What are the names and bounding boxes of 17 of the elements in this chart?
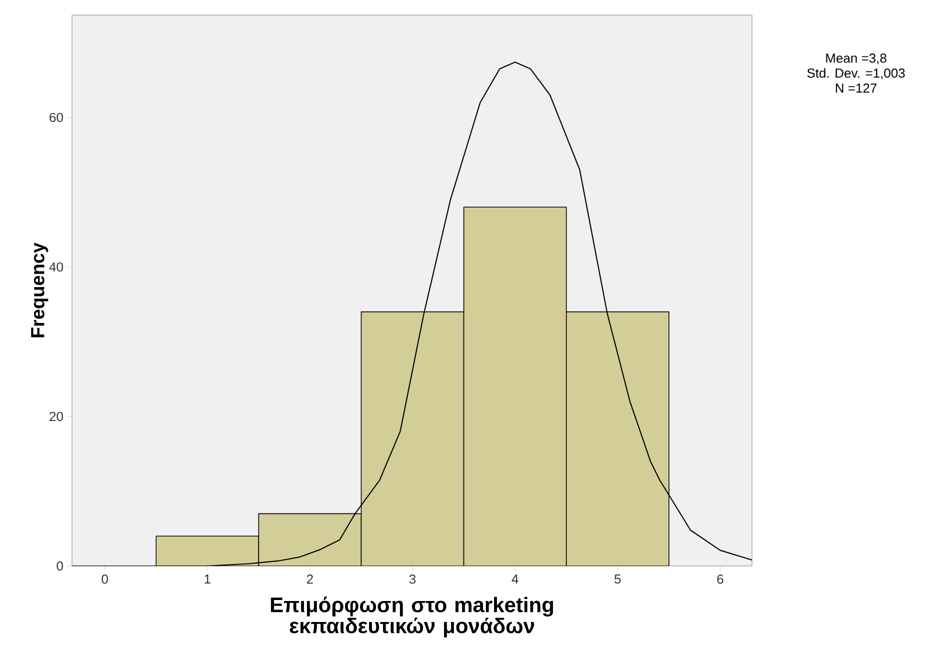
x-tick-label: 5 (614, 574, 621, 584)
y-tick-label: 20 (50, 412, 63, 422)
y-axis-title: Frequency (31, 242, 48, 338)
x-tick-label: 6 (717, 574, 724, 584)
text: Mean =3,8 (826, 54, 886, 64)
line-series (72, 62, 752, 566)
x-tick-label: 4 (512, 574, 518, 584)
y-tick-label: 60 (50, 112, 63, 122)
x-axis-title: Επιμόρφωση στο marketing εκπαιδευτικών μονάδων (270, 596, 554, 638)
x-tick-label: 0 (102, 574, 108, 584)
x-tick-label: 2 (306, 574, 313, 584)
x-tick-label: 1 (204, 574, 210, 584)
x-tick-label: 3 (409, 574, 416, 584)
y-tick-label: 0 (56, 561, 63, 571)
y-tick-label: 40 (49, 262, 63, 272)
text: Std. Dev. =1,003 (807, 68, 905, 80)
text: N =127 (836, 84, 876, 93)
